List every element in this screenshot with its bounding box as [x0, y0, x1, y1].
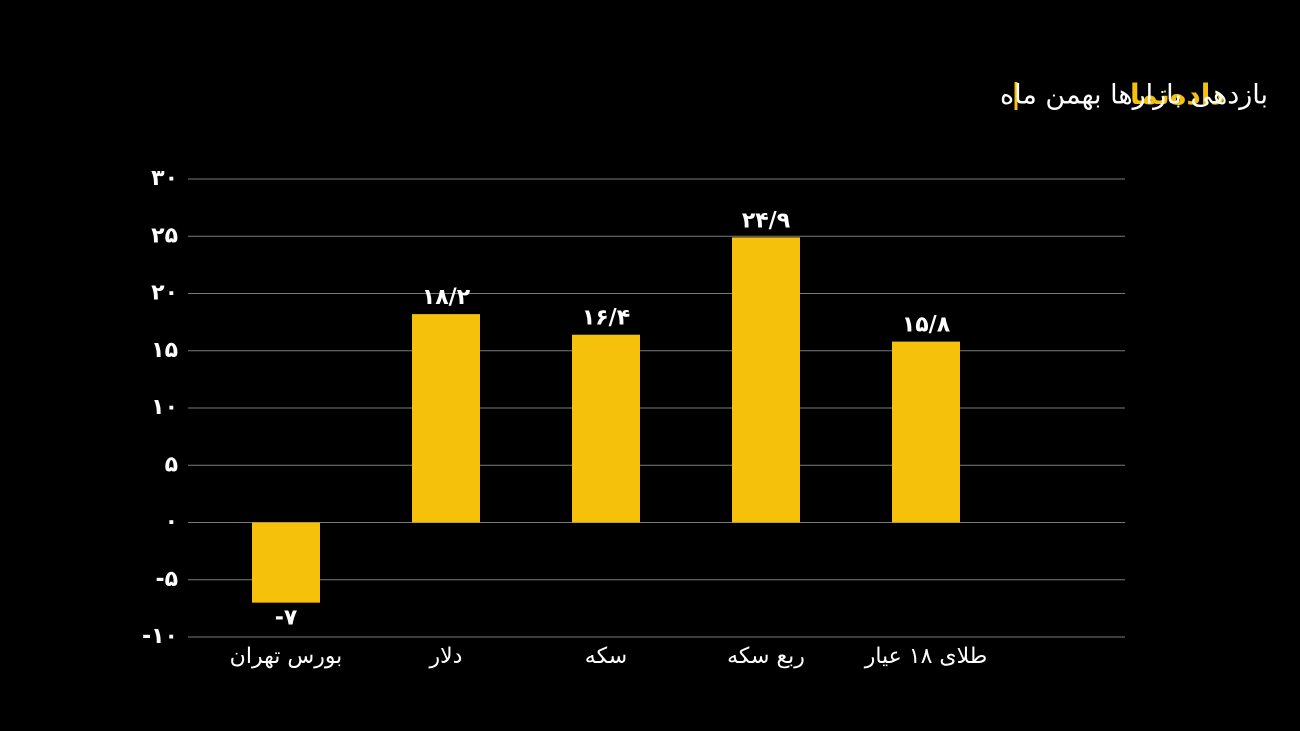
bar [412, 314, 480, 523]
y-tick-label: ۲۰ [151, 281, 178, 306]
bar [252, 522, 320, 603]
y-tick-label: ۰ [165, 510, 178, 535]
y-tick-label: ۱۰ [151, 395, 178, 420]
value-label: ۱۶/۴ [582, 306, 630, 331]
brand: داده‌نما [1130, 78, 1225, 111]
x-tick-label: ربع سکه [727, 644, 805, 669]
y-tick-label: ۲۵ [151, 223, 178, 248]
y-tick-label: -۱۰ [142, 624, 178, 649]
y-tick-label: ۱۵ [151, 338, 178, 363]
y-tick-label: ۵ [165, 452, 178, 477]
x-tick-label: بورس تهران [230, 644, 343, 669]
x-tick-label: طلای ۱۸ عیار [864, 644, 988, 669]
y-tick-label: ۳۰ [151, 166, 178, 191]
y-tick-label: -۵ [155, 567, 178, 592]
value-label: -۷ [275, 606, 298, 631]
bar [892, 341, 960, 523]
bar [732, 237, 800, 523]
value-label: ۱۵/۸ [902, 313, 951, 338]
chart-title: بازدهی بازارها بهمن ماه [1000, 80, 1268, 111]
value-label: ۱۸/۲ [422, 285, 471, 310]
x-tick-label: سکه [585, 644, 627, 669]
value-label: ۲۴/۹ [742, 208, 790, 233]
x-tick-label: دلار [429, 644, 463, 669]
bar [572, 334, 640, 523]
